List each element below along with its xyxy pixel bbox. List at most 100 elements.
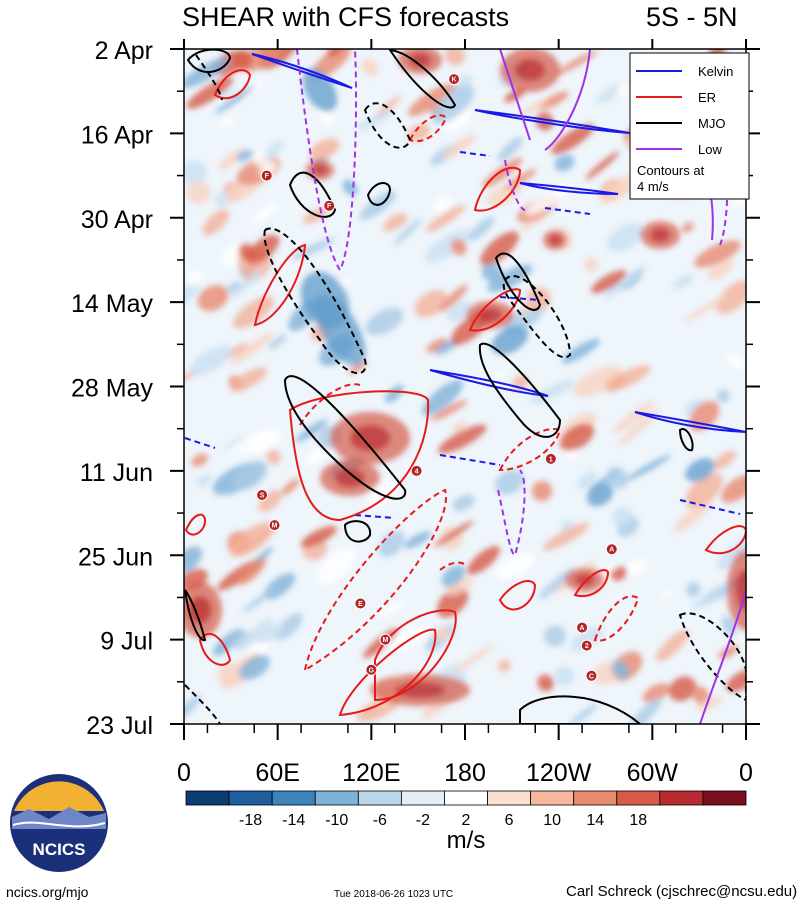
shear-patch <box>538 568 575 599</box>
er-forecast-contour <box>593 595 640 642</box>
er-contour <box>704 525 746 555</box>
shear-patch <box>668 676 697 702</box>
colorbar-segment <box>314 790 359 806</box>
x-tick-label: 0 <box>177 759 191 787</box>
colorbar: -18 -14 -10 -6 -2 2 6 10 14 18 m/s <box>185 790 747 854</box>
mjo-forecast-contour <box>195 54 223 101</box>
colorbar-segment <box>573 790 618 806</box>
er-contour <box>338 628 437 717</box>
shear-patch <box>251 429 282 454</box>
colorbar-segment <box>400 790 445 806</box>
storm-label: 4 <box>415 468 419 475</box>
kelvin-forecast-contour <box>544 207 591 215</box>
colorbar-tick-label: -2 <box>416 812 430 829</box>
x-tick-label: 60E <box>255 759 299 787</box>
shear-patch <box>569 703 598 724</box>
storm-symbol <box>260 169 273 182</box>
ncics-logo: NCICS <box>10 774 108 872</box>
shear-patch <box>256 623 285 643</box>
colorbar-tick-label: 2 <box>462 812 471 829</box>
legend-label: Kelvin <box>698 64 733 79</box>
shear-patch <box>537 674 554 692</box>
colorbar-tick-label: -10 <box>325 812 348 829</box>
mjo-contour <box>388 49 457 109</box>
storm-symbol <box>379 633 392 646</box>
er-contour <box>374 609 457 702</box>
shear-patch <box>625 454 672 481</box>
mjo-forecast-contour <box>184 684 221 724</box>
shear-patch <box>238 557 267 585</box>
shear-patch <box>425 205 465 233</box>
shear-patch <box>482 157 523 188</box>
shear-patch <box>673 498 713 533</box>
shear-patch <box>393 218 422 246</box>
shear-patch <box>377 95 401 117</box>
shear-patch <box>242 342 254 353</box>
er-contour <box>253 243 307 327</box>
shear-patch <box>696 695 723 712</box>
shear-patch <box>573 365 623 397</box>
shear-patch <box>434 625 451 642</box>
shear-patch <box>655 629 689 662</box>
y-tick-label: 25 Jun <box>78 543 153 571</box>
storm-symbol <box>410 464 423 477</box>
shear-patch <box>197 285 229 312</box>
shear-patch <box>367 479 400 508</box>
storm-label: K <box>452 77 457 84</box>
storm-symbol <box>323 199 336 212</box>
shear-patch <box>726 351 744 371</box>
low-forecast-contour <box>719 179 729 246</box>
forecast-label: Begin Forecast <box>371 729 473 746</box>
shear-patch <box>585 151 620 180</box>
er-forecast-contour <box>439 561 467 571</box>
storm-symbol <box>354 597 367 610</box>
shear-patch <box>713 450 736 470</box>
shear-patch <box>452 494 475 512</box>
y-tick-label: 23 Jul <box>86 712 153 740</box>
legend-label: Low <box>698 142 722 157</box>
shear-patch <box>610 566 628 581</box>
shear-patch <box>450 238 467 256</box>
shear-patch <box>250 201 279 225</box>
storm-label: E <box>358 601 363 608</box>
storm-symbol <box>605 543 618 556</box>
shear-core <box>650 228 670 242</box>
shear-patch <box>229 332 274 366</box>
chart-axes: 2 Apr 16 Apr 30 Apr 14 May 28 May 11 Jun 25 Ju… <box>71 37 760 787</box>
shear-patch <box>522 98 548 117</box>
low-forecast-contour <box>296 49 358 272</box>
shear-patch <box>570 626 603 652</box>
storm-symbol <box>585 669 598 682</box>
shear-patch <box>551 124 594 155</box>
shear-field <box>184 49 746 724</box>
shear-patch <box>618 408 660 447</box>
shear-patch <box>538 91 569 110</box>
shear-patch <box>604 365 651 392</box>
shear-patch <box>487 264 533 293</box>
er-forecast-contour <box>303 488 448 673</box>
y-tick-label: 2 Apr <box>95 37 153 65</box>
shear-core <box>409 53 431 67</box>
er-contour <box>198 632 232 666</box>
shear-patch <box>494 469 525 495</box>
shear-patch <box>605 466 628 489</box>
shear-patch <box>726 669 746 693</box>
y-tick-label: 28 May <box>71 375 153 403</box>
footer-url[interactable]: ncics.org/mjo <box>6 884 89 900</box>
shear-patch <box>268 334 287 350</box>
shear-patch <box>529 379 576 404</box>
colorbar-tick-label: 18 <box>629 812 647 829</box>
colorbar-unit: m/s <box>447 827 486 854</box>
low-contour <box>499 49 531 141</box>
colorbar-tick-label: 14 <box>586 812 604 829</box>
shear-patch <box>543 522 589 551</box>
storm-marker: K <box>448 73 461 86</box>
storm-symbol <box>576 621 589 634</box>
shear-patch <box>315 547 356 586</box>
region-label: 5S - 5N <box>646 2 738 32</box>
low-contour <box>699 589 746 724</box>
shear-patch <box>544 625 567 647</box>
shear-patch <box>232 49 253 70</box>
shear-patch <box>184 546 203 573</box>
colorbar-segment <box>702 790 747 806</box>
